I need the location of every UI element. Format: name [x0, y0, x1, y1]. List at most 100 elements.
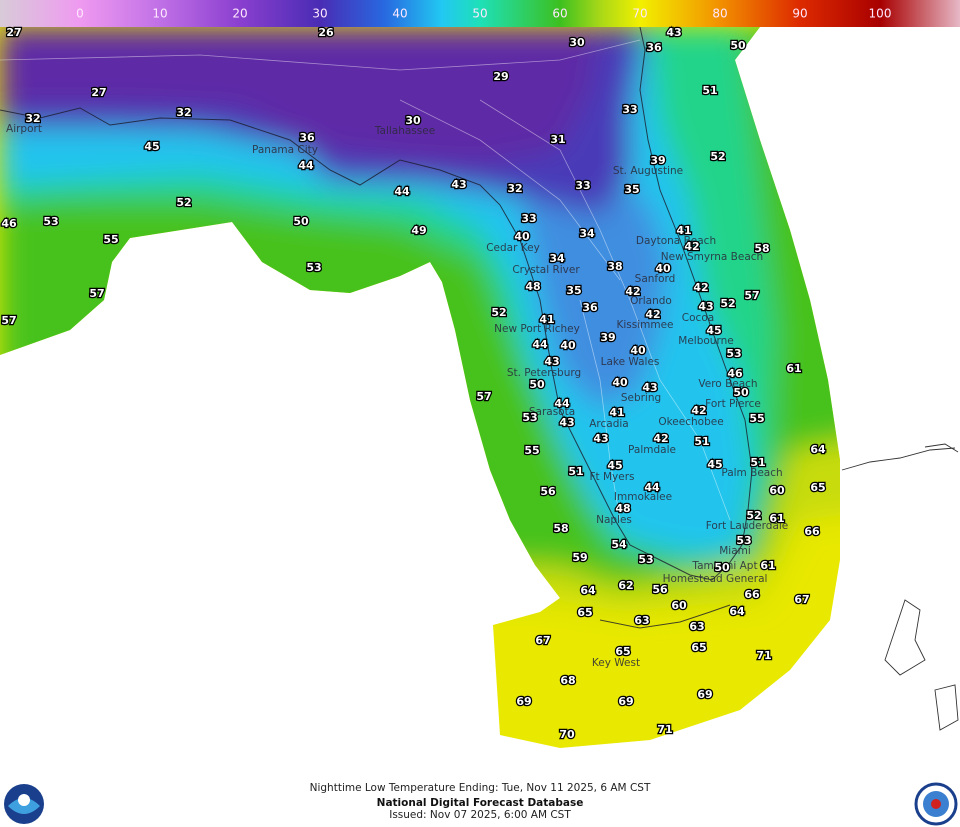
temperature-label: 44 — [554, 397, 570, 410]
temperature-label: 32 — [25, 112, 40, 125]
nws-logo — [914, 782, 958, 826]
temperature-label: 41 — [539, 313, 554, 326]
subtitle: Nighttime Low Temperature Ending: Tue, N… — [310, 782, 651, 794]
temperature-label: 50 — [529, 378, 545, 391]
temperature-label: 43 — [451, 178, 466, 191]
temperature-label: 50 — [714, 561, 730, 574]
place-name: Sanford — [635, 273, 676, 285]
temperature-label: 53 — [306, 261, 321, 274]
temperature-label: 50 — [730, 39, 746, 52]
temperature-label: 60 — [769, 484, 785, 497]
temperature-label: 40 — [630, 344, 646, 357]
temperature-label: 36 — [582, 301, 598, 314]
temperature-label: 43 — [559, 416, 574, 429]
temperature-label: 45 — [706, 324, 721, 337]
temperature-label: 67 — [535, 634, 550, 647]
color-scale-tick-label: 100 — [869, 7, 892, 21]
temperature-label: 60 — [671, 599, 687, 612]
temperature-label: 43 — [544, 355, 559, 368]
temperature-label: 53 — [43, 215, 58, 228]
temperature-label: 34 — [579, 227, 595, 240]
temperature-label: 40 — [560, 339, 576, 352]
color-scale-tick-label: 20 — [232, 7, 247, 21]
temperature-label: 69 — [516, 695, 531, 708]
color-scale-tick-label: 0 — [76, 7, 84, 21]
color-scale-tick-label: 80 — [712, 7, 727, 21]
temperature-label: 55 — [103, 233, 118, 246]
temperature-label: 42 — [693, 281, 708, 294]
temperature-label: 57 — [1, 314, 16, 327]
place-name: New Port Richey — [494, 323, 580, 335]
temperature-label: 65 — [577, 606, 592, 619]
temperature-label: 43 — [642, 381, 657, 394]
temperature-label: 34 — [549, 252, 565, 265]
temperature-label: 70 — [559, 728, 575, 741]
temperature-label: 53 — [522, 411, 537, 424]
temperature-label: 51 — [750, 456, 765, 469]
color-scale-tick-label: 70 — [632, 7, 647, 21]
temperature-label: 55 — [749, 412, 764, 425]
temperature-label: 53 — [726, 347, 741, 360]
place-name: Arcadia — [589, 418, 629, 430]
place-name: Okeechobee — [658, 416, 723, 428]
color-scale-tick-label: 30 — [312, 7, 327, 21]
temperature-label: 52 — [176, 196, 191, 209]
place-name: St. Augustine — [613, 165, 683, 177]
place-name: Miami — [719, 545, 751, 557]
temperature-label: 49 — [411, 224, 426, 237]
temperature-label: 40 — [514, 230, 530, 243]
temperature-label: 30 — [405, 114, 421, 127]
place-name: Homestead General — [663, 573, 768, 585]
color-scale-tick-label: 10 — [152, 7, 167, 21]
temperature-label: 46 — [1, 217, 17, 230]
temperature-label: 51 — [694, 435, 709, 448]
temperature-label: 29 — [493, 70, 508, 83]
temperature-label: 50 — [733, 386, 749, 399]
temperature-label: 33 — [575, 179, 590, 192]
temperature-label: 57 — [89, 287, 104, 300]
temperature-label: 64 — [580, 584, 596, 597]
temperature-label: 44 — [298, 159, 314, 172]
temperature-label: 64 — [810, 443, 826, 456]
color-scale-tick-label: 90 — [792, 7, 807, 21]
temperature-label: 41 — [676, 224, 691, 237]
temperature-label: 35 — [624, 183, 639, 196]
temperature-label: 40 — [612, 376, 628, 389]
temperature-label: 54 — [611, 538, 627, 551]
place-name: Ft Myers — [589, 471, 634, 483]
temperature-label: 43 — [593, 432, 608, 445]
temperature-label: 56 — [540, 485, 556, 498]
temperature-label: 61 — [760, 559, 775, 572]
temperature-label: 57 — [476, 390, 491, 403]
temperature-label: 45 — [607, 459, 622, 472]
place-name: Tallahassee — [374, 125, 435, 137]
color-scale-tick-label: 60 — [552, 7, 567, 21]
place-name: Sebring — [621, 392, 661, 404]
temperature-label: 26 — [318, 26, 334, 39]
temperature-label: 35 — [566, 284, 581, 297]
place-name: Orlando — [630, 295, 672, 307]
place-name: Key West — [592, 657, 640, 669]
temperature-label: 44 — [644, 481, 660, 494]
temperature-label: 67 — [794, 593, 809, 606]
temperature-label: 63 — [689, 620, 704, 633]
temperature-label: 58 — [754, 242, 769, 255]
temperature-label: 52 — [491, 306, 506, 319]
temperature-label: 64 — [729, 605, 745, 618]
island-outlines — [841, 443, 959, 731]
temperature-label: 39 — [600, 331, 615, 344]
temperature-label: 66 — [804, 525, 820, 538]
color-scale-tick-label: 40 — [392, 7, 407, 21]
place-name: Immokalee — [614, 491, 672, 503]
temperature-label: 33 — [521, 212, 536, 225]
temperature-label: 52 — [746, 509, 761, 522]
temperature-label: 48 — [615, 502, 630, 515]
coastline — [0, 26, 753, 629]
place-name: Lake Wales — [601, 356, 660, 368]
temperature-label: 65 — [615, 645, 630, 658]
temperature-label: 45 — [144, 140, 159, 153]
temperature-label: 31 — [550, 133, 565, 146]
place-name: Daytona Beach — [636, 235, 716, 247]
place-name: Tamiami Apt — [691, 560, 757, 572]
